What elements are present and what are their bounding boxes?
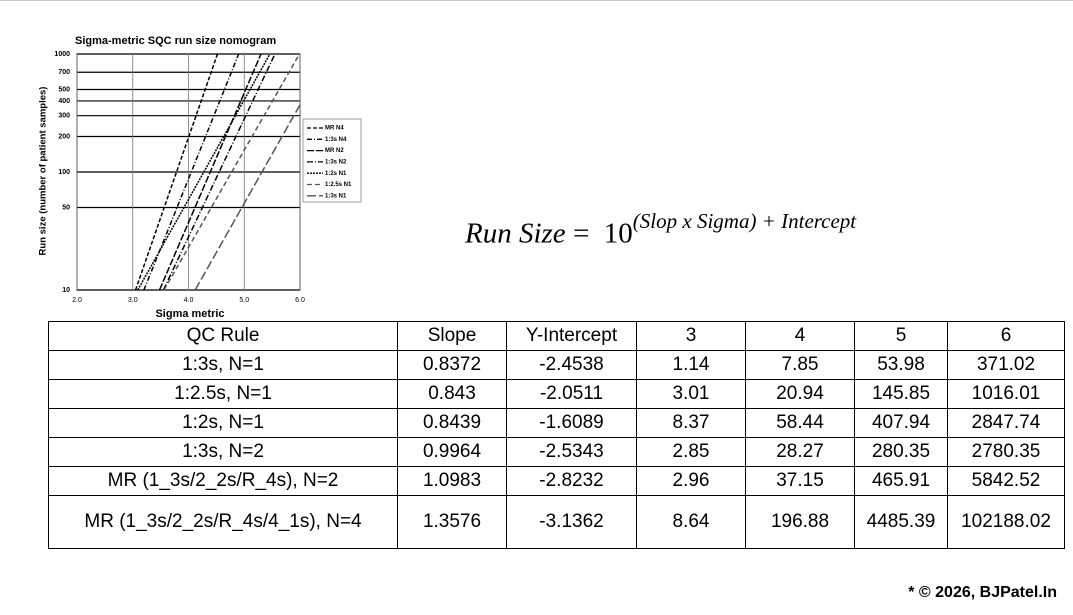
table-cell: 1016.01 (947, 379, 1065, 409)
table-row: QC Rule Slope Y-Intercept 3 4 5 6 (48, 321, 1065, 351)
x-tick-label: 6.0 (295, 297, 305, 304)
series-line (158, 53, 262, 291)
y-tick-label: 50 (62, 204, 70, 211)
table-cell: 2.96 (636, 466, 746, 496)
table-row: MR (1_3s/2_2s/R_4s/4_1s), N=4 1.3576 -3.13… (48, 495, 1065, 549)
table-cell: 1:2s, N=1 (48, 408, 398, 438)
chart-title: Sigma-metric SQC run size nomogram (75, 35, 276, 47)
table-cell: 53.98 (854, 350, 948, 380)
table-cell: 1:3s, N=1 (48, 350, 398, 380)
formula-exponent-group: (Slop x Sigma) + Intercept (633, 209, 856, 233)
y-tick-label: 500 (58, 86, 70, 93)
legend-label: MR N4 (325, 126, 344, 132)
y-tick-label: 200 (58, 133, 70, 140)
table-cell: 1:3s, N=2 (48, 437, 398, 467)
table-cell: 1.0983 (397, 466, 507, 496)
x-tick-label: 3.0 (128, 297, 138, 304)
formula-exponent: (Slop x Sigma) (632, 209, 757, 233)
y-tick-label: 1000 (54, 51, 70, 58)
footer: * © 2026, BJPatel.In (908, 584, 1057, 601)
table-cell: Y-Intercept (506, 321, 637, 351)
x-tick-label: 2.0 (72, 297, 82, 304)
table-cell: -3.1362 (506, 495, 637, 549)
table-cell: 280.35 (854, 437, 948, 467)
table-cell: MR (1_3s/2_2s/R_4s/4_1s), N=4 (48, 495, 398, 549)
legend-label: MR N2 (325, 148, 344, 154)
table-cell: 5842.52 (947, 466, 1065, 496)
table-cell: 465.91 (854, 466, 948, 496)
table-cell: QC Rule (48, 321, 398, 351)
formula-eq: = (572, 217, 590, 250)
table-cell: 407.94 (854, 408, 948, 438)
formula-rest: + Intercept (761, 209, 857, 233)
formula: Run Size = 10(Slop x Sigma) + Intercept (465, 209, 856, 251)
legend-box (302, 118, 362, 203)
x-tick-label: 4.0 (184, 297, 194, 304)
table-cell: -2.8232 (506, 466, 637, 496)
table-cell: 1:2.5s, N=1 (48, 379, 398, 409)
table-row: 1:2s, N=1 0.8439 -1.6089 8.37 58.44 407.94 284… (48, 408, 1065, 438)
table-cell: 4485.39 (854, 495, 948, 549)
x-axis-label: Sigma metric (155, 308, 224, 320)
y-tick-label: 700 (58, 69, 70, 76)
table-cell: 1.3576 (397, 495, 507, 549)
table-cell: 371.02 (947, 350, 1065, 380)
table-cell: 3.01 (636, 379, 746, 409)
legend-label: 1:2.5s N1 (325, 182, 352, 188)
table-cell: -2.5343 (506, 437, 637, 467)
y-tick-label: 300 (58, 113, 70, 120)
table-cell: 3 (636, 321, 746, 351)
table-cell: 2847.74 (947, 408, 1065, 438)
table-cell: 7.85 (745, 350, 855, 380)
table-cell: -1.6089 (506, 408, 637, 438)
table-cell: 0.843 (397, 379, 507, 409)
y-tick-label: 400 (58, 98, 70, 105)
results-table: QC Rule Slope Y-Intercept 3 4 5 6 1:3s, N=1 0.83… (48, 321, 1065, 549)
y-axis-label: Run size (number of patient samples) (38, 87, 49, 256)
table-cell: 0.9964 (397, 437, 507, 467)
table-cell: 5 (854, 321, 948, 351)
table-cell: 0.8439 (397, 408, 507, 438)
legend-label: 1:3s N1 (325, 193, 347, 199)
x-tick-label: 5.0 (239, 297, 249, 304)
table-cell: -2.0511 (506, 379, 637, 409)
table-cell: 4 (745, 321, 855, 351)
series-line (137, 53, 271, 291)
table-cell: MR (1_3s/2_2s/R_4s), N=2 (48, 466, 398, 496)
table-cell: 1.14 (636, 350, 746, 380)
table-cell: 37.15 (745, 466, 855, 496)
series-line (162, 53, 276, 291)
table-cell: 196.88 (745, 495, 855, 549)
legend-label: 1:3s N4 (325, 137, 347, 143)
table-row: 1:3s, N=1 0.8372 -2.4538 1.14 7.85 53.98 371.0… (48, 350, 1065, 380)
table-cell: Slope (397, 321, 507, 351)
table-cell: 8.37 (636, 408, 746, 438)
table-cell: 6 (947, 321, 1065, 351)
legend-label: 1:3s N2 (325, 159, 347, 165)
table-cell: 2780.35 (947, 437, 1065, 467)
table-cell: 102188.02 (947, 495, 1065, 549)
nomogram: Sigma-metric SQC run size nomogram Sigma… (38, 35, 362, 320)
formula-base: 10 (603, 217, 633, 250)
table-row: 1:2.5s, N=1 0.843 -2.0511 3.01 20.94 145.85 10… (48, 379, 1065, 409)
table-cell: 20.94 (745, 379, 855, 409)
formula-lhs: Run Size (465, 217, 566, 250)
legend-label: 1:2s N1 (325, 171, 347, 177)
table-cell: -2.4538 (506, 350, 637, 380)
table-cell: 8.64 (636, 495, 746, 549)
table-cell: 58.44 (745, 408, 855, 438)
table-cell: 28.27 (745, 437, 855, 467)
table-cell: 145.85 (854, 379, 948, 409)
table-cell: 2.85 (636, 437, 746, 467)
table-cell: 0.8372 (397, 350, 507, 380)
table-row: MR (1_3s/2_2s/R_4s), N=2 1.0983 -2.8232 2.9… (48, 466, 1065, 496)
y-tick-label: 10 (62, 287, 70, 294)
series-line (163, 53, 301, 291)
table-row: 1:3s, N=2 0.9964 -2.5343 2.85 28.27 280.35 278… (48, 437, 1065, 467)
y-tick-label: 100 (58, 169, 70, 176)
